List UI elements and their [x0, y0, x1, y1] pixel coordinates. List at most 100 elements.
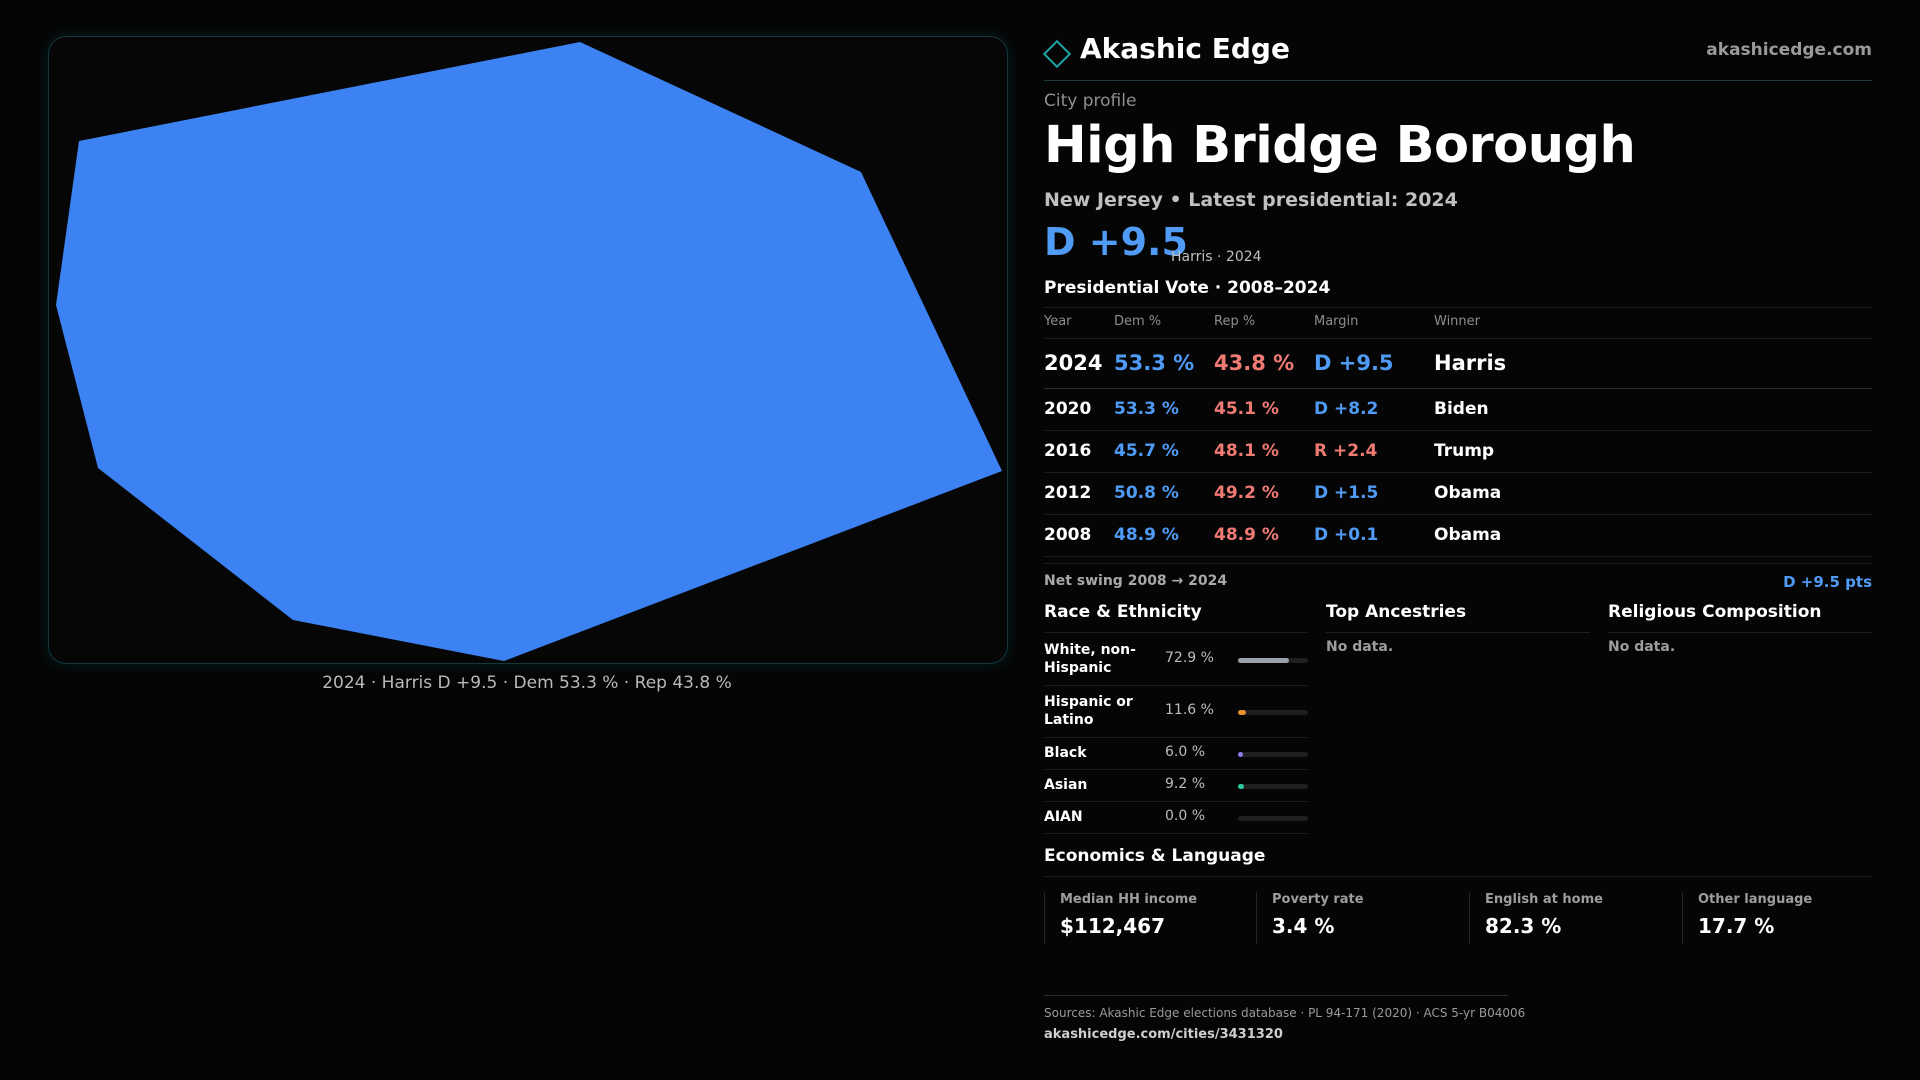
stat-value: 3.4 %	[1272, 914, 1335, 938]
ancestry-section-title: Top Ancestries	[1326, 602, 1590, 633]
page-title: High Bridge Borough	[1044, 116, 1636, 175]
row-year: 2020	[1044, 399, 1092, 419]
row-dem: 53.3 %	[1114, 351, 1195, 375]
row-winner: Obama	[1434, 483, 1502, 503]
brand-name[interactable]: Akashic Edge	[1080, 32, 1290, 65]
row-margin: D +9.5	[1314, 351, 1394, 375]
table-row: 2008 48.9 % 48.9 % D +0.1 Obama	[1044, 515, 1872, 557]
row-rep: 48.1 %	[1214, 441, 1279, 461]
row-winner: Biden	[1434, 399, 1489, 419]
city-boundary-shape[interactable]	[56, 42, 1002, 661]
race-percent: 6.0 %	[1165, 744, 1206, 760]
stat-value: 17.7 %	[1698, 914, 1775, 938]
row-dem: 45.7 %	[1114, 441, 1179, 461]
race-bar-fill	[1238, 784, 1245, 789]
diamond-outline-icon	[1042, 39, 1072, 69]
table-row: 2012 50.8 % 49.2 % D +1.5 Obama	[1044, 473, 1872, 515]
list-item: White, non-Hispanic 72.9 %	[1044, 634, 1308, 686]
row-dem: 50.8 %	[1114, 483, 1179, 503]
row-margin: R +2.4	[1314, 441, 1378, 461]
row-margin: D +1.5	[1314, 483, 1379, 503]
stat-other-language: Other language 17.7 %	[1682, 892, 1873, 944]
race-bar-track	[1238, 752, 1308, 757]
stat-label: English at home	[1485, 892, 1603, 907]
stat-poverty-rate: Poverty rate 3.4 %	[1256, 892, 1467, 944]
list-item: Asian 9.2 %	[1044, 770, 1308, 802]
headline-note: Harris · 2024	[1171, 249, 1262, 265]
table-row: 2024 53.3 % 43.8 % D +9.5 Harris	[1044, 339, 1872, 389]
row-year: 2012	[1044, 483, 1092, 503]
race-list: White, non-Hispanic 72.9 % Hispanic or L…	[1044, 634, 1308, 834]
header-year: Year	[1044, 314, 1072, 329]
race-section-title: Race & Ethnicity	[1044, 602, 1308, 633]
profile-panel: Akashic Edge akashicedge.com City profil…	[1042, 0, 1873, 1080]
race-bar-fill	[1238, 658, 1290, 663]
row-rep: 43.8 %	[1214, 351, 1295, 375]
brand-header: Akashic Edge akashicedge.com	[1042, 30, 1872, 81]
race-bar-track	[1238, 710, 1308, 715]
sources-text: Sources: Akashic Edge elections database…	[1044, 1006, 1526, 1020]
race-label: White, non-Hispanic	[1044, 642, 1136, 676]
row-margin: D +8.2	[1314, 399, 1379, 419]
religion-empty-text: No data.	[1608, 639, 1676, 655]
brand-url-link[interactable]: akashicedge.com	[1706, 40, 1872, 60]
net-swing-value: D +9.5 pts	[1783, 573, 1872, 591]
race-percent: 72.9 %	[1165, 650, 1214, 666]
net-swing-label: Net swing 2008 → 2024	[1044, 573, 1228, 589]
vote-section-title: Presidential Vote · 2008–2024	[1044, 278, 1331, 298]
row-margin: D +0.1	[1314, 525, 1379, 545]
row-rep: 45.1 %	[1214, 399, 1279, 419]
footer: Sources: Akashic Edge elections database…	[1044, 995, 1525, 1042]
header-dem: Dem %	[1114, 314, 1162, 329]
map-panel[interactable]	[48, 36, 1008, 664]
table-row: 2020 53.3 % 45.1 % D +8.2 Biden	[1044, 389, 1872, 431]
city-boundary-map[interactable]	[49, 37, 1007, 663]
row-rep: 49.2 %	[1214, 483, 1279, 503]
row-dem: 53.3 %	[1114, 399, 1179, 419]
header-margin: Margin	[1314, 314, 1359, 329]
race-label: Black	[1044, 745, 1087, 761]
table-row: 2016 45.7 % 48.1 % R +2.4 Trump	[1044, 431, 1872, 473]
race-label: AIAN	[1044, 809, 1083, 825]
race-bar-track	[1238, 816, 1308, 821]
race-bar-fill	[1238, 710, 1247, 715]
race-percent: 11.6 %	[1165, 702, 1214, 718]
stat-value: 82.3 %	[1485, 914, 1562, 938]
row-year: 2024	[1044, 351, 1103, 375]
ancestry-empty-text: No data.	[1326, 639, 1394, 655]
row-dem: 48.9 %	[1114, 525, 1179, 545]
race-percent: 9.2 %	[1165, 776, 1206, 792]
stat-label: Median HH income	[1060, 892, 1198, 907]
row-winner: Harris	[1434, 351, 1507, 375]
race-label: Hispanic or Latino	[1044, 694, 1133, 728]
race-bar-track	[1238, 658, 1308, 663]
religion-section-title: Religious Composition	[1608, 602, 1872, 633]
vote-table-header: Year Dem % Rep % Margin Winner	[1044, 307, 1872, 339]
list-item: AIAN 0.0 %	[1044, 802, 1308, 834]
net-swing-row: Net swing 2008 → 2024 D +9.5 pts	[1044, 563, 1872, 598]
economics-section-title: Economics & Language	[1044, 846, 1872, 877]
row-rep: 48.9 %	[1214, 525, 1279, 545]
page-subtitle: New Jersey • Latest presidential: 2024	[1044, 189, 1458, 211]
vote-table: Year Dem % Rep % Margin Winner 2024 53.3…	[1044, 307, 1872, 557]
header-rep: Rep %	[1214, 314, 1256, 329]
footer-url-link[interactable]: akashicedge.com/cities/3431320	[1044, 1027, 1283, 1042]
row-winner: Obama	[1434, 525, 1502, 545]
race-bar-fill	[1238, 752, 1243, 757]
stat-label: Poverty rate	[1272, 892, 1364, 907]
stat-median-income: Median HH income $112,467	[1044, 892, 1255, 944]
header-winner: Winner	[1434, 314, 1481, 329]
stat-label: Other language	[1698, 892, 1813, 907]
stat-value: $112,467	[1060, 914, 1166, 938]
list-item: Hispanic or Latino 11.6 %	[1044, 686, 1308, 738]
map-caption: 2024 · Harris D +9.5 · Dem 53.3 % · Rep …	[322, 673, 732, 693]
race-bar-track	[1238, 784, 1308, 789]
race-percent: 0.0 %	[1165, 808, 1206, 824]
race-label: Asian	[1044, 777, 1088, 793]
headline-margin: D +9.5	[1044, 220, 1188, 264]
row-year: 2016	[1044, 441, 1092, 461]
row-winner: Trump	[1434, 441, 1495, 461]
page-kicker: City profile	[1044, 91, 1137, 111]
stat-english-at-home: English at home 82.3 %	[1469, 892, 1680, 944]
row-year: 2008	[1044, 525, 1092, 545]
